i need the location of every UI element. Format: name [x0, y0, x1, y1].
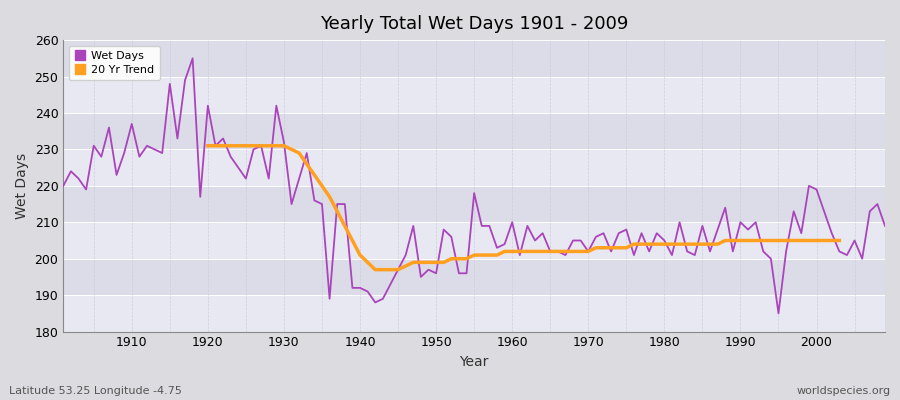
Wet Days: [339, 202, 350, 206]
Text: worldspecies.org: worldspecies.org: [796, 386, 891, 396]
Bar: [63, 295, 885, 332]
Wet Days: [879, 224, 890, 228]
Text: Latitude 53.25 Longitude -4.75: Latitude 53.25 Longitude -4.75: [9, 386, 182, 396]
Wet Days: [58, 184, 68, 188]
Bar: [63, 76, 885, 113]
Bar: [63, 259, 885, 295]
Wet Days: [507, 220, 517, 225]
20 Yr Trend: [689, 242, 700, 246]
20 Yr Trend: [522, 249, 533, 254]
Wet Days: [773, 311, 784, 316]
Bar: [63, 40, 885, 76]
Wet Days: [293, 176, 304, 181]
Bar: [63, 222, 885, 259]
20 Yr Trend: [491, 253, 502, 258]
Y-axis label: Wet Days: Wet Days: [15, 153, 29, 219]
Bar: [63, 186, 885, 222]
Wet Days: [515, 253, 526, 258]
Legend: Wet Days, 20 Yr Trend: Wet Days, 20 Yr Trend: [68, 46, 160, 80]
20 Yr Trend: [370, 267, 381, 272]
Bar: [63, 113, 885, 150]
20 Yr Trend: [202, 143, 213, 148]
Wet Days: [606, 249, 616, 254]
Wet Days: [119, 151, 130, 156]
Bar: [63, 150, 885, 186]
Line: Wet Days: Wet Days: [63, 58, 885, 313]
Wet Days: [187, 56, 198, 61]
20 Yr Trend: [210, 143, 220, 148]
20 Yr Trend: [834, 238, 845, 243]
Title: Yearly Total Wet Days 1901 - 2009: Yearly Total Wet Days 1901 - 2009: [320, 15, 628, 33]
20 Yr Trend: [720, 238, 731, 243]
X-axis label: Year: Year: [460, 355, 489, 369]
20 Yr Trend: [240, 143, 251, 148]
Line: 20 Yr Trend: 20 Yr Trend: [208, 146, 840, 270]
